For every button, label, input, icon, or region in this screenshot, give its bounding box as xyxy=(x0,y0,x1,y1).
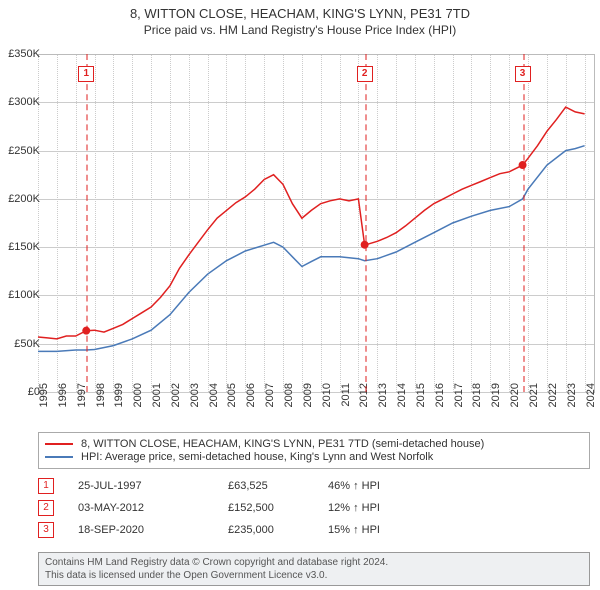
x-axis-label: 2009 xyxy=(302,383,314,413)
x-axis-label: 2006 xyxy=(245,383,257,413)
chart-svg xyxy=(38,54,594,392)
footer-line2: This data is licensed under the Open Gov… xyxy=(45,569,583,582)
x-axis-label: 2005 xyxy=(226,383,238,413)
legend-swatch-property xyxy=(45,443,73,445)
x-axis-label: 2019 xyxy=(490,383,502,413)
sale-vertical-line xyxy=(365,54,367,392)
footer: Contains HM Land Registry data © Crown c… xyxy=(38,552,590,586)
sale-vertical-line xyxy=(86,54,88,392)
x-axis-label: 2014 xyxy=(396,383,408,413)
sale-row-price: £235,000 xyxy=(228,524,328,536)
x-axis-label: 2008 xyxy=(283,383,295,413)
sale-row-marker: 3 xyxy=(38,522,54,538)
x-axis-label: 2024 xyxy=(585,383,597,413)
sale-row-marker: 2 xyxy=(38,500,54,516)
x-axis-label: 2001 xyxy=(151,383,163,413)
legend: 8, WITTON CLOSE, HEACHAM, KING'S LYNN, P… xyxy=(38,432,590,469)
property-line xyxy=(38,107,585,339)
legend-label-property: 8, WITTON CLOSE, HEACHAM, KING'S LYNN, P… xyxy=(81,438,484,450)
sale-row-pct: 12% ↑ HPI xyxy=(328,502,448,514)
y-axis-label: £0 xyxy=(0,386,40,398)
sale-row-date: 18-SEP-2020 xyxy=(78,524,228,536)
x-axis-label: 2007 xyxy=(264,383,276,413)
x-axis-label: 2010 xyxy=(321,383,333,413)
x-axis-label: 2003 xyxy=(189,383,201,413)
title-block: 8, WITTON CLOSE, HEACHAM, KING'S LYNN, P… xyxy=(0,0,600,37)
sale-row-pct: 15% ↑ HPI xyxy=(328,524,448,536)
x-axis-label: 2018 xyxy=(471,383,483,413)
sale-marker-3: 3 xyxy=(515,66,531,82)
x-axis-label: 2021 xyxy=(528,383,540,413)
legend-label-hpi: HPI: Average price, semi-detached house,… xyxy=(81,451,433,463)
x-axis-label: 1999 xyxy=(113,383,125,413)
x-axis-label: 1998 xyxy=(95,383,107,413)
x-axis-label: 2020 xyxy=(509,383,521,413)
sale-row-date: 25-JUL-1997 xyxy=(78,480,228,492)
x-axis-label: 2015 xyxy=(415,383,427,413)
x-axis-label: 2023 xyxy=(566,383,578,413)
x-axis-label: 2004 xyxy=(208,383,220,413)
y-axis-label: £50K xyxy=(0,338,40,350)
x-axis-label: 2002 xyxy=(170,383,182,413)
hpi-line xyxy=(38,146,585,352)
sale-row-date: 03-MAY-2012 xyxy=(78,502,228,514)
x-axis-label: 2013 xyxy=(377,383,389,413)
x-axis-label: 2017 xyxy=(453,383,465,413)
x-axis-label: 2016 xyxy=(434,383,446,413)
y-axis-label: £250K xyxy=(0,145,40,157)
sale-marker-1: 1 xyxy=(78,66,94,82)
y-axis-label: £150K xyxy=(0,241,40,253)
legend-swatch-hpi xyxy=(45,456,73,458)
sale-row: 2 03-MAY-2012£152,50012% ↑ HPI xyxy=(38,500,590,516)
sale-row-pct: 46% ↑ HPI xyxy=(328,480,448,492)
y-axis-label: £350K xyxy=(0,48,40,60)
footer-line1: Contains HM Land Registry data © Crown c… xyxy=(45,556,583,569)
chart-container: 8, WITTON CLOSE, HEACHAM, KING'S LYNN, P… xyxy=(0,0,600,590)
x-axis-label: 2022 xyxy=(547,383,559,413)
sale-vertical-line xyxy=(523,54,525,392)
sale-row-price: £152,500 xyxy=(228,502,328,514)
x-axis-label: 2011 xyxy=(340,383,352,413)
legend-row-hpi: HPI: Average price, semi-detached house,… xyxy=(45,451,583,463)
y-axis-label: £100K xyxy=(0,289,40,301)
x-axis-label: 1996 xyxy=(57,383,69,413)
x-axis-label: 2000 xyxy=(132,383,144,413)
sale-row: 3 18-SEP-2020£235,00015% ↑ HPI xyxy=(38,522,590,538)
title-address: 8, WITTON CLOSE, HEACHAM, KING'S LYNN, P… xyxy=(0,6,600,21)
sale-marker-2: 2 xyxy=(357,66,373,82)
y-axis-label: £200K xyxy=(0,193,40,205)
legend-row-property: 8, WITTON CLOSE, HEACHAM, KING'S LYNN, P… xyxy=(45,438,583,450)
x-axis-label: 1995 xyxy=(38,383,50,413)
title-subtitle: Price paid vs. HM Land Registry's House … xyxy=(0,23,600,37)
y-axis-label: £300K xyxy=(0,96,40,108)
sale-row: 1 25-JUL-1997£63,52546% ↑ HPI xyxy=(38,478,590,494)
sale-row-marker: 1 xyxy=(38,478,54,494)
sale-row-price: £63,525 xyxy=(228,480,328,492)
